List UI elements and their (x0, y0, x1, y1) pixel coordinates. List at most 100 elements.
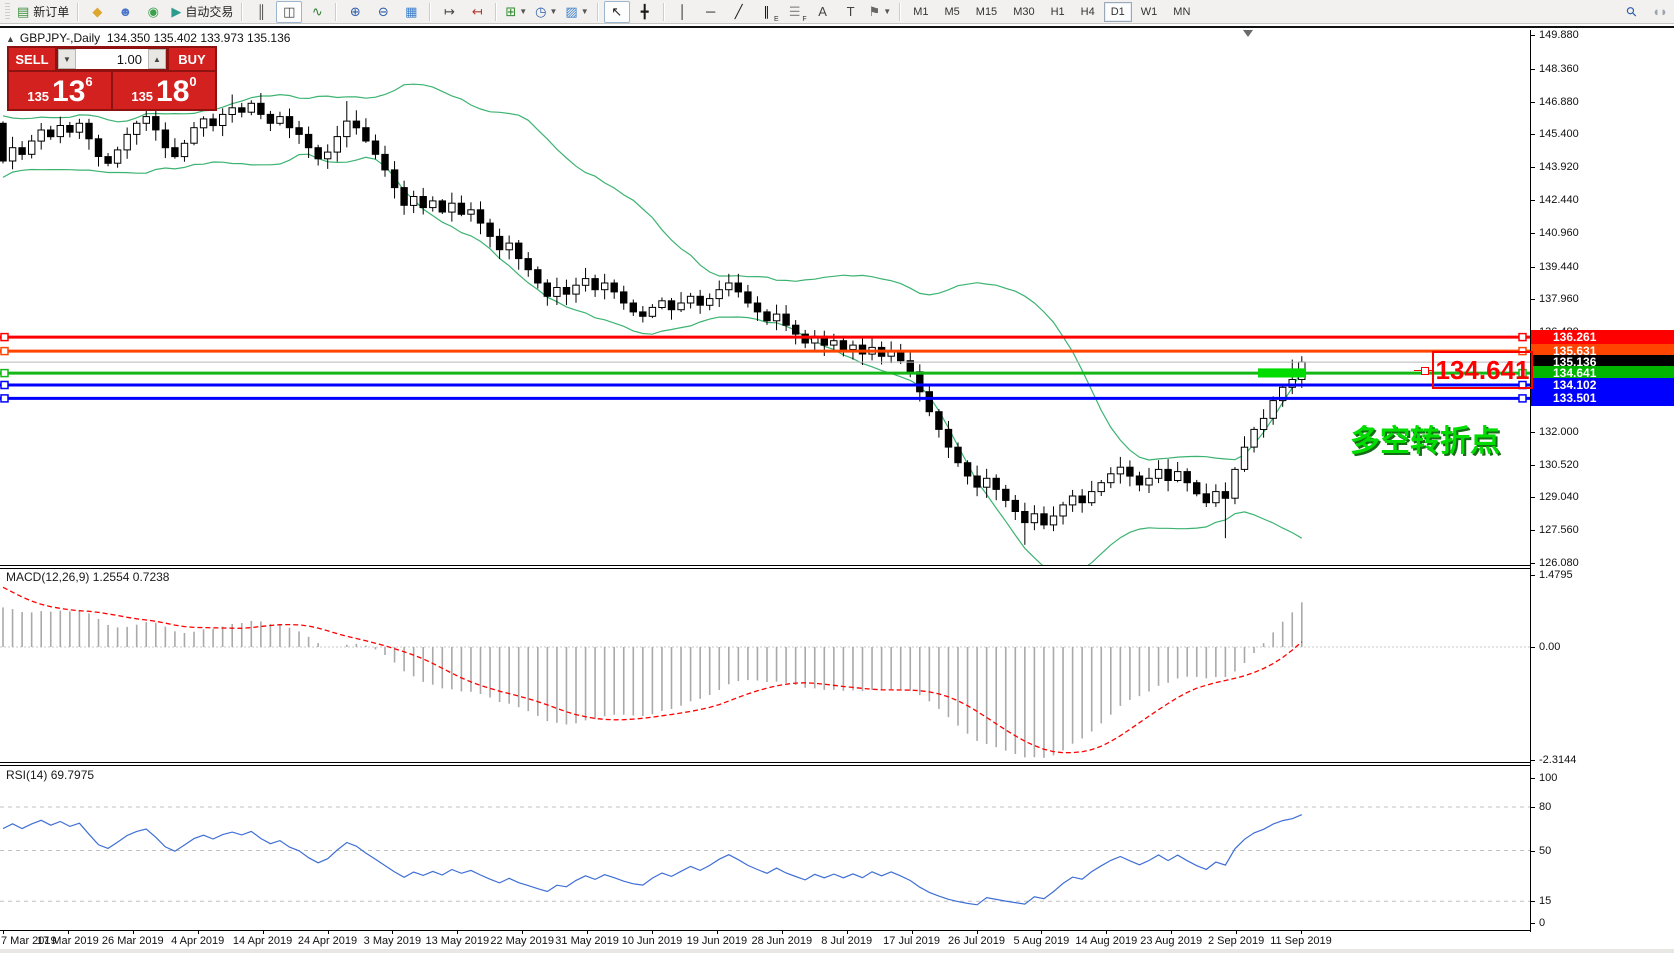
equidistant-channel-button[interactable]: ∥ E (763, 3, 779, 23)
toolbar-grip[interactable] (5, 2, 10, 21)
axis-tick (1531, 299, 1535, 300)
price-annotation-box[interactable]: 134.641 (1432, 351, 1533, 389)
volume-input[interactable]: 1.00 (116, 51, 142, 67)
zoom-out-button[interactable]: ⊖ (370, 1, 396, 23)
search-icon: ⚲ (1622, 2, 1641, 20)
horizontal-line-objects[interactable] (0, 332, 1530, 403)
date-axis-label: 19 Jun 2019 (686, 935, 748, 947)
date-tick (327, 931, 329, 934)
autotrading-icon: ▶ (171, 3, 182, 19)
chart-shift-icon: ↦ (443, 3, 455, 19)
macd-pane[interactable] (0, 568, 1530, 762)
price-axis-label: 146.880 (1539, 96, 1579, 108)
candlestick-chart-button[interactable]: ◫ (276, 0, 303, 23)
indicators-button[interactable]: ⊞ ▼ (502, 1, 530, 23)
candlestick-chart-icon: ◫ (283, 3, 296, 19)
sell-price-display[interactable]: 135 13 6 (9, 72, 111, 109)
dropdown-arrow-icon[interactable]: ▼ (519, 7, 528, 16)
pane-splitter[interactable] (0, 565, 1674, 569)
chart-window[interactable]: ▲ GBPJPY-,Daily 134.350 135.402 133.973 1… (0, 26, 1674, 953)
trendline-button[interactable]: ╱ (726, 1, 752, 23)
main-price-pane[interactable] (0, 30, 1530, 565)
templates-button[interactable]: ▨ ▼ (562, 1, 591, 23)
date-tick (262, 931, 264, 934)
volume-increase-button[interactable]: ▲ (148, 49, 166, 69)
text-label-button[interactable]: T (838, 1, 864, 23)
date-axis-label: 22 May 2019 (490, 935, 554, 947)
date-axis-label: 28 Jun 2019 (751, 935, 813, 947)
text-button[interactable]: A (810, 1, 836, 23)
new-order-button[interactable]: ▤ 新订单 (14, 1, 72, 23)
pane-splitter[interactable] (0, 762, 1674, 766)
axis-tick (1531, 200, 1535, 201)
toolbar-separator (495, 2, 498, 21)
trendline-icon: ╱ (734, 3, 743, 19)
timeframe-button-h4[interactable]: H4 (1080, 5, 1095, 18)
timeframe-button-m15[interactable]: M15 (975, 5, 998, 18)
auto-scroll-icon: ↤ (471, 3, 483, 19)
buy-button[interactable]: BUY (169, 48, 215, 70)
rsi-line (2, 814, 1303, 906)
price-axis[interactable]: 149.880 148.360 146.880 145.400 143.920 142.4… (1530, 29, 1674, 932)
buy-price-display[interactable]: 135 18 0 (113, 72, 215, 109)
chart-symbol-period: GBPJPY-,Daily (19, 31, 101, 45)
axis-tick (1531, 497, 1535, 498)
one-click-trading-panel: SELL ▼ 1.00 ▲ BUY 135 13 6 135 18 0 (7, 46, 217, 111)
timeframe-button-w1[interactable]: W1 (1140, 5, 1158, 18)
arrows-button[interactable]: ⚑ ▼ (866, 1, 895, 23)
timeframe-button-m30[interactable]: M30 (1013, 5, 1035, 18)
date-axis-label: 26 Jul 2019 (948, 935, 1005, 947)
hline-price-flag: 134.641 (1531, 366, 1674, 381)
templates-icon: ▨ (565, 3, 578, 19)
signals-button[interactable]: ◉ (140, 1, 166, 23)
timeframe-button-m5[interactable]: M5 (944, 5, 960, 18)
cursor-button[interactable]: ↖ (603, 0, 630, 23)
chat-button[interactable]: ◖◗ (1647, 1, 1673, 23)
date-axis-label: 7 Mar 2019 (1, 935, 57, 947)
horizontal-line-button[interactable]: ─ (698, 1, 724, 23)
autotrading-button-label: 自动交易 (185, 5, 234, 19)
sell-button[interactable]: SELL (9, 48, 55, 70)
crosshair-button[interactable]: ╋ (632, 1, 658, 23)
rsi-pane[interactable] (0, 766, 1530, 930)
search-button[interactable]: ⚲ (1619, 1, 1645, 23)
timeframe-button-mn[interactable]: MN (1173, 5, 1191, 18)
timeframe-button-m1[interactable]: M1 (913, 5, 929, 18)
dropdown-arrow-icon[interactable]: ▼ (883, 7, 892, 16)
date-tick (1236, 931, 1238, 934)
strategy-tester-icon: ☻ (118, 3, 133, 19)
highlight-rectangle-object[interactable] (1258, 368, 1306, 378)
chart-shift-marker-icon[interactable] (1243, 30, 1253, 37)
equidistant-channel-icon: ∥ (763, 3, 770, 19)
date-axis-label: 17 Mar 2019 (37, 935, 99, 947)
date-tick (781, 931, 783, 934)
timeframe-button-h1[interactable]: H1 (1050, 5, 1065, 18)
date-axis-label: 10 Jun 2019 (621, 935, 683, 947)
annotation-handle[interactable] (1421, 367, 1429, 375)
toolbar: ▤ 新订单 ◆ ☻ ◉ ▶ 自动交易 ║ ◫ ∿ ⊕ ⊖ ▦ ↦ ↤ ⊞ ▼ ◷ ▼ ▨ ▼ ↖ ╋ │ ─ ╱ ∥ E ☰ F A T ⚑ ▼ M… (0, 0, 1674, 24)
axis-tick (1531, 432, 1535, 433)
strategy-tester-button[interactable]: ☻ (112, 1, 138, 23)
line-chart-button[interactable]: ∿ (304, 1, 330, 23)
vertical-line-button[interactable]: │ (670, 1, 696, 23)
date-tick (67, 931, 69, 934)
zoom-in-button[interactable]: ⊕ (342, 1, 368, 23)
chinese-annotation-text[interactable]: 多空转折点 (1350, 424, 1500, 459)
date-axis-label: 3 May 2019 (363, 935, 422, 947)
fibonacci-button[interactable]: ☰ F (788, 3, 807, 23)
bar-chart-button[interactable]: ║ (248, 1, 274, 23)
date-axis[interactable]: 7 Mar 2019 17 Mar 2019 26 Mar 2019 4 Apr 20… (0, 930, 1530, 950)
autotrading-button[interactable]: ▶ 自动交易 (168, 1, 236, 23)
timeframe-button-d1[interactable]: D1 (1103, 1, 1132, 22)
tile-windows-button[interactable]: ▦ (398, 1, 424, 23)
dropdown-arrow-icon[interactable]: ▼ (580, 7, 589, 16)
pane-collapse-icon[interactable]: ▲ (6, 34, 15, 44)
market-watch-button[interactable]: ◆ (84, 1, 110, 23)
dropdown-arrow-icon[interactable]: ▼ (549, 7, 558, 16)
crosshair-icon: ╋ (640, 3, 649, 19)
chart-shift-button[interactable]: ↦ (436, 1, 462, 23)
volume-decrease-button[interactable]: ▼ (58, 49, 76, 69)
auto-scroll-button[interactable]: ↤ (464, 1, 490, 23)
periods-button[interactable]: ◷ ▼ (532, 1, 560, 23)
new-order-icon: ▤ (17, 3, 30, 19)
